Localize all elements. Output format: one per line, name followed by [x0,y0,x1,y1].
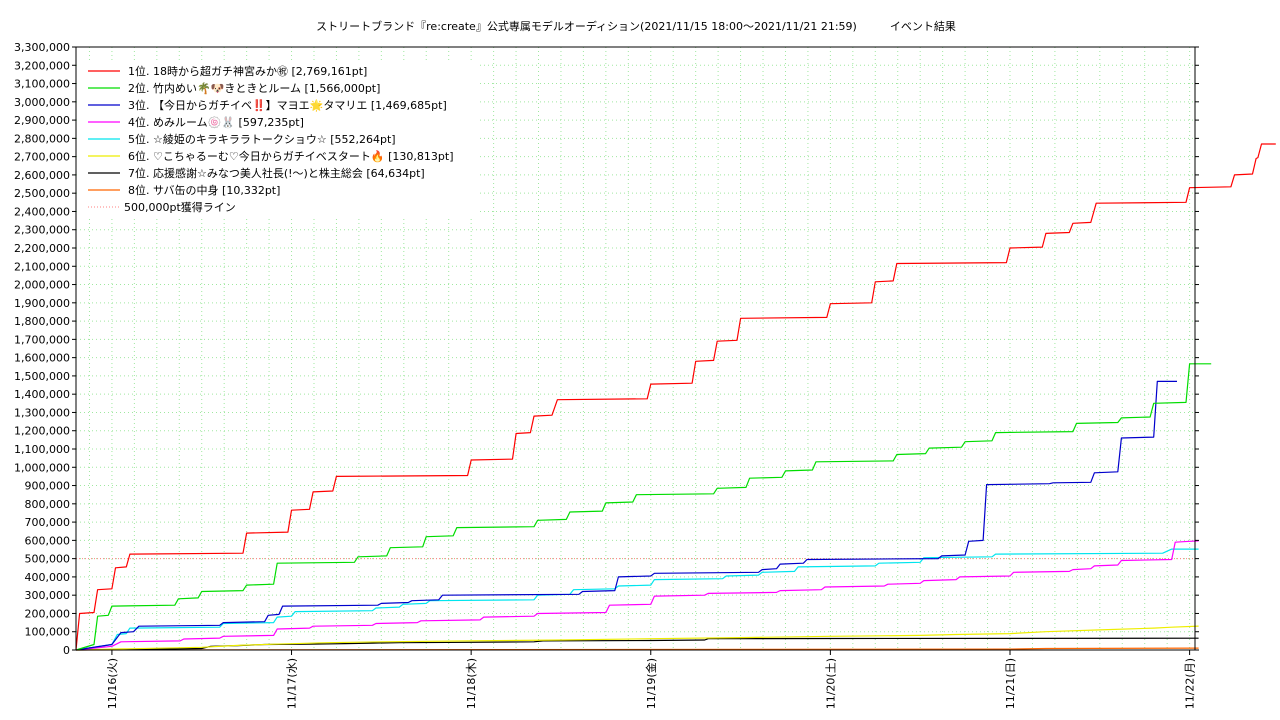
series-line-4 [75,540,1199,651]
legend-label: 7位. 応援感謝☆みなつ美人社長(!〜)と株主総会 [64,634pt] [128,166,425,180]
x-tick-label: 11/21(日) [1004,658,1017,709]
series-lines [75,143,1276,651]
y-tick-label: 1,800,000 [14,315,70,328]
y-tick-label: 1,300,000 [14,406,70,419]
x-axis: 11/16(火) 11/17(水) 11/18(木) 11/19(金) 11/20(土)… [106,650,1197,709]
series-line-5 [75,548,1199,651]
y-tick-label: 2,600,000 [14,169,70,182]
legend-label: 4位. めみルーム🍥🐰 [597,235pt] [128,115,304,129]
series-line-2 [75,363,1212,651]
y-tick-label: 0 [63,644,70,657]
plot-frame [75,46,1196,651]
y-tick-label: 2,000,000 [14,279,70,292]
y-tick-label: 1,900,000 [14,297,70,310]
x-tick-label: 11/18(木) [465,658,478,709]
y-tick-label: 1,100,000 [14,443,70,456]
series-line-6 [75,625,1199,651]
y-tick-label: 2,200,000 [14,242,70,255]
x-tick-label: 11/20(土) [824,658,837,709]
y-tick-label: 3,300,000 [14,41,70,54]
y-tick-label: 1,200,000 [14,425,70,438]
y-tick-label: 2,500,000 [14,187,70,200]
y-tick-label: 1,000,000 [14,461,70,474]
x-tick-label: 11/17(水) [286,658,299,709]
y-tick-label: 3,200,000 [14,59,70,72]
y-tick-label: 100,000 [25,626,71,639]
y-tick-label: 700,000 [25,516,71,529]
legend-label: 5位. ☆綾姫のキラキララトークショウ☆ [552,264pt] [128,132,396,146]
chart-title: ストリートブランド『re:create』公式専属モデルオーディション(2021/… [316,19,956,33]
y-tick-label: 3,100,000 [14,78,70,91]
legend: 1位. 18時から超ガチ神宮みか㊗ [2,769,161pt] 2位. 竹内めい🌴… [80,60,480,218]
y-tick-label: 2,700,000 [14,151,70,164]
legend-label: 6位. ♡こちゃるーむ♡今日からガチイベスタート🔥 [130,813pt] [128,149,454,163]
series-line-3 [75,380,1177,651]
legend-background [80,60,480,218]
y-tick-label: 1,500,000 [14,370,70,383]
y-tick-label: 200,000 [25,607,71,620]
y-tick-label: 600,000 [25,534,71,547]
legend-label: 1位. 18時から超ガチ神宮みか㊗ [2,769,161pt] [128,64,367,78]
series-line-1 [75,143,1276,651]
legend-label-threshold: 500,000pt獲得ライン [124,201,236,214]
y-tick-label: 2,100,000 [14,260,70,273]
y-tick-label: 2,900,000 [14,114,70,127]
y-tick-label: 500,000 [25,553,71,566]
y-tick-label: 2,300,000 [14,224,70,237]
y-tick-label: 400,000 [25,571,71,584]
legend-label: 8位. サバ缶の中身 [10,332pt] [128,183,280,197]
y-tick-label: 1,700,000 [14,333,70,346]
legend-label: 2位. 竹内めい🌴🐶きときとルーム [1,566,000pt] [128,81,380,95]
y-tick-label: 1,400,000 [14,388,70,401]
x-tick-label: 11/22(月) [1184,658,1197,709]
x-tick-label: 11/19(金) [644,658,658,709]
y-tick-label: 300,000 [25,589,71,602]
y-tick-label: 800,000 [25,498,71,511]
y-tick-label: 2,800,000 [14,132,70,145]
legend-label: 3位. 【今日からガチイベ‼️】マヨエ🌟タマリエ [1,469,685pt] [128,98,447,112]
y-tick-label: 3,000,000 [14,96,70,109]
y-tick-label: 900,000 [25,480,71,493]
y-tick-label: 2,400,000 [14,205,70,218]
y-tick-label: 1,600,000 [14,352,70,365]
x-tick-label: 11/16(火) [106,658,119,709]
y-axis: 0 100,000 200,000 300,000 400,000 500,000 600,… [14,41,1199,657]
